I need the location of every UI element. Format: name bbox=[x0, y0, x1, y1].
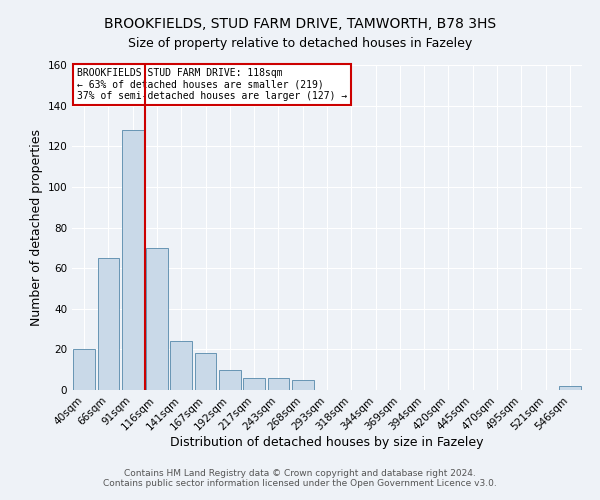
Text: BROOKFIELDS, STUD FARM DRIVE, TAMWORTH, B78 3HS: BROOKFIELDS, STUD FARM DRIVE, TAMWORTH, … bbox=[104, 18, 496, 32]
Bar bbox=[97, 258, 119, 390]
Bar bbox=[268, 378, 289, 390]
Bar bbox=[122, 130, 143, 390]
Bar bbox=[243, 378, 265, 390]
Bar bbox=[146, 248, 168, 390]
Text: Size of property relative to detached houses in Fazeley: Size of property relative to detached ho… bbox=[128, 38, 472, 51]
Text: BROOKFIELDS STUD FARM DRIVE: 118sqm
← 63% of detached houses are smaller (219)
3: BROOKFIELDS STUD FARM DRIVE: 118sqm ← 63… bbox=[77, 68, 347, 102]
Bar bbox=[292, 380, 314, 390]
Bar bbox=[73, 350, 95, 390]
X-axis label: Distribution of detached houses by size in Fazeley: Distribution of detached houses by size … bbox=[170, 436, 484, 449]
Y-axis label: Number of detached properties: Number of detached properties bbox=[30, 129, 43, 326]
Text: Contains HM Land Registry data © Crown copyright and database right 2024.: Contains HM Land Registry data © Crown c… bbox=[124, 469, 476, 478]
Bar bbox=[170, 341, 192, 390]
Bar bbox=[559, 386, 581, 390]
Text: Contains public sector information licensed under the Open Government Licence v3: Contains public sector information licen… bbox=[103, 479, 497, 488]
Bar bbox=[219, 370, 241, 390]
Bar bbox=[194, 354, 217, 390]
